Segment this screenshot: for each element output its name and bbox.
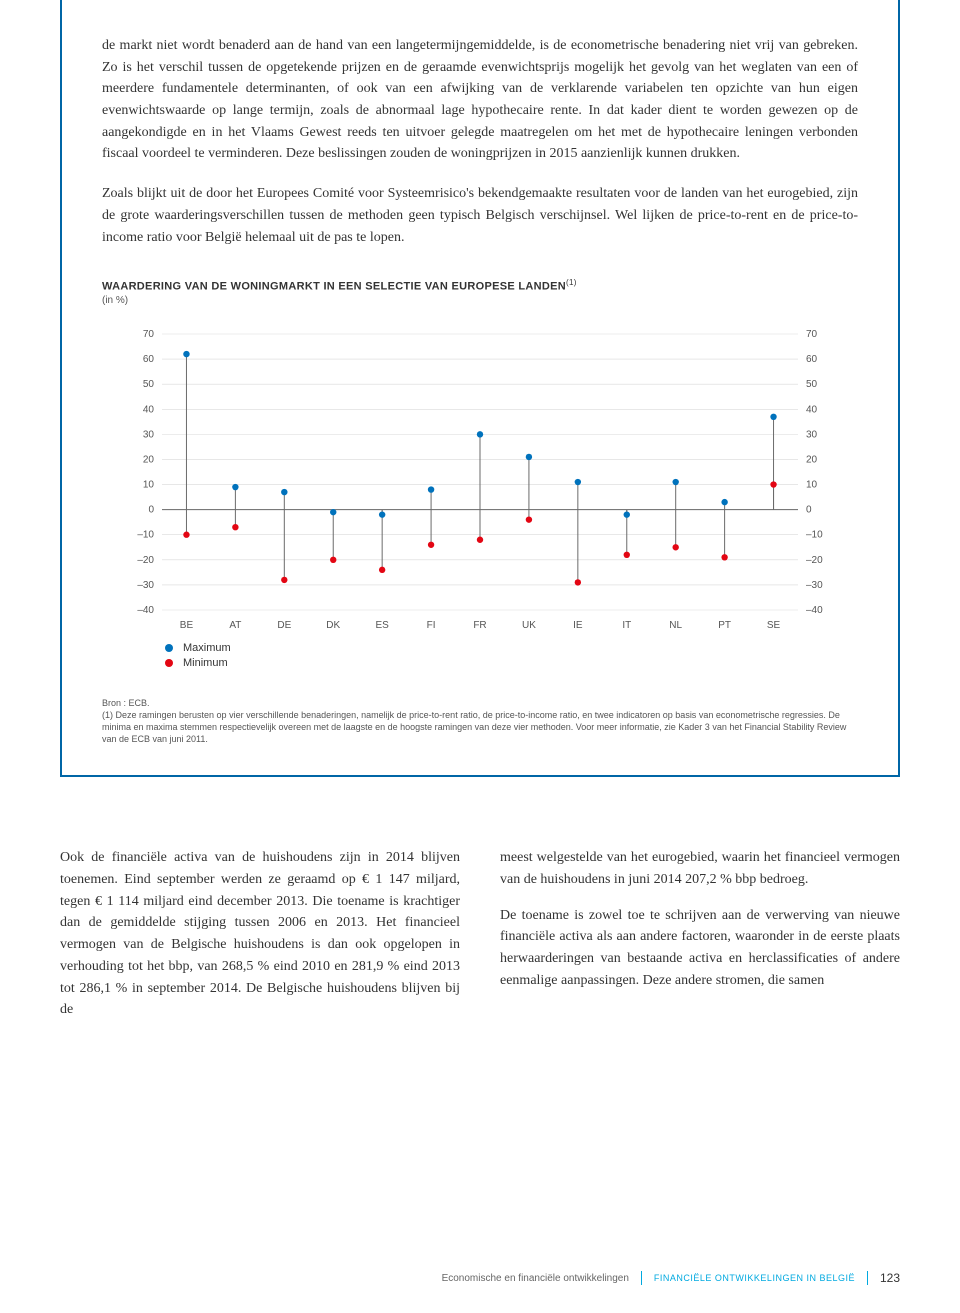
svg-text:40: 40 (806, 404, 818, 415)
svg-text:60: 60 (806, 354, 818, 365)
svg-text:NL: NL (669, 620, 682, 631)
footer-separator-1 (641, 1271, 642, 1285)
svg-text:10: 10 (806, 479, 818, 490)
chart-title-sup: (1) (566, 278, 577, 287)
svg-text:0: 0 (148, 504, 154, 515)
chart-subtitle: (in %) (102, 295, 858, 306)
legend-label-min: Minimum (183, 657, 228, 669)
legend-row-max: Maximum (165, 642, 840, 654)
footer-separator-2 (867, 1271, 868, 1285)
svg-text:30: 30 (143, 429, 155, 440)
chart-title: WAARDERING VAN DE WONINGMARKT IN EEN SEL… (102, 278, 858, 293)
svg-text:70: 70 (143, 329, 155, 340)
source-line-1: Bron : ECB. (102, 697, 858, 709)
svg-text:FR: FR (473, 620, 486, 631)
footer-page-number: 123 (880, 1271, 900, 1285)
svg-text:60: 60 (143, 354, 155, 365)
svg-text:–30: –30 (137, 580, 154, 591)
left-column: Ook de financiële activa van de huishoud… (60, 847, 460, 1035)
right-column: meest welgestelde van het eurogebied, wa… (500, 847, 900, 1035)
svg-text:SE: SE (767, 620, 781, 631)
svg-text:30: 30 (806, 429, 818, 440)
svg-text:0: 0 (806, 504, 812, 515)
svg-text:IE: IE (573, 620, 583, 631)
chart-source: Bron : ECB. (1) Deze ramingen berusten o… (102, 697, 858, 746)
svg-text:50: 50 (143, 379, 155, 390)
svg-text:IT: IT (622, 620, 631, 631)
svg-text:–10: –10 (806, 530, 823, 541)
svg-text:ES: ES (375, 620, 389, 631)
boxed-content: de markt niet wordt benaderd aan de hand… (60, 0, 900, 777)
svg-text:20: 20 (806, 454, 818, 465)
legend-dot-max (165, 644, 173, 652)
svg-text:50: 50 (806, 379, 818, 390)
svg-text:FI: FI (427, 620, 436, 631)
left-col-p1: Ook de financiële activa van de huishoud… (60, 847, 460, 1021)
svg-text:–40: –40 (806, 605, 823, 616)
svg-text:UK: UK (522, 620, 536, 631)
body-columns: Ook de financiële activa van de huishoud… (60, 847, 900, 1035)
svg-text:–30: –30 (806, 580, 823, 591)
right-col-p1: meest welgestelde van het eurogebied, wa… (500, 847, 900, 890)
chart-container: 70 70 60 60 50 50 40 40 30 30 20 20 10 10 0 0 –10 –10 –20 –… (120, 324, 840, 669)
svg-text:PT: PT (718, 620, 731, 631)
svg-text:10: 10 (143, 479, 155, 490)
svg-text:–20: –20 (137, 555, 154, 566)
source-line-2: (1) Deze ramingen berusten op vier versc… (102, 709, 858, 745)
intro-paragraph-1: de markt niet wordt benaderd aan de hand… (102, 35, 858, 165)
svg-text:–40: –40 (137, 605, 154, 616)
intro-paragraph-2: Zoals blijkt uit de door het Europees Co… (102, 183, 858, 248)
svg-text:BE: BE (180, 620, 194, 631)
legend-label-max: Maximum (183, 642, 231, 654)
range-chart: 70 70 60 60 50 50 40 40 30 30 20 20 10 10 0 0 –10 –10 –20 –… (120, 324, 840, 634)
footer-section-left: Economische en financiële ontwikkelingen (442, 1273, 629, 1284)
svg-text:DK: DK (326, 620, 340, 631)
svg-text:40: 40 (143, 404, 155, 415)
footer-section-right: FINANCIËLE ONTWIKKELINGEN IN BELGIË (654, 1273, 855, 1283)
right-col-p2: De toename is zowel toe te schrijven aan… (500, 905, 900, 992)
page-footer: Economische en financiële ontwikkelingen… (442, 1271, 900, 1285)
svg-text:DE: DE (277, 620, 291, 631)
legend-row-min: Minimum (165, 657, 840, 669)
svg-text:AT: AT (229, 620, 241, 631)
chart-legend: Maximum Minimum (165, 642, 840, 669)
svg-text:20: 20 (143, 454, 155, 465)
svg-text:–10: –10 (137, 530, 154, 541)
legend-dot-min (165, 659, 173, 667)
svg-text:–20: –20 (806, 555, 823, 566)
svg-text:70: 70 (806, 329, 818, 340)
chart-title-text: WAARDERING VAN DE WONINGMARKT IN EEN SEL… (102, 281, 566, 293)
